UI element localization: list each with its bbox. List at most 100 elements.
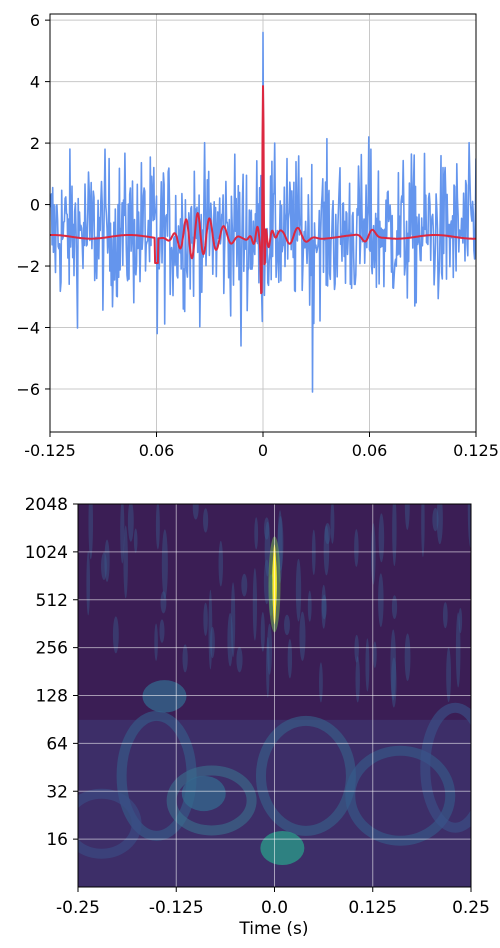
spectrogram-hotspot — [142, 680, 187, 713]
spectrogram-streak — [436, 504, 443, 545]
spectrogram-y-tick-label: 64 — [46, 734, 68, 754]
spectrogram-streak — [299, 611, 306, 661]
spectrogram-streak — [442, 602, 448, 629]
spectrogram-arc — [78, 788, 142, 859]
spectrogram-streak — [127, 504, 134, 542]
spectrogram-streak — [421, 504, 425, 558]
spectrogram-x-tick-label: -0.25 — [56, 898, 100, 918]
spectrogram-hotspot — [181, 775, 226, 812]
spectrogram-y-tick-label: 1024 — [25, 543, 68, 563]
strain-y-tick-label: 0 — [30, 196, 40, 215]
strain-x-tick-label: 0.125 — [453, 441, 499, 460]
spectrogram-streak — [203, 508, 209, 533]
spectrogram-x-axis: -0.25 -0.125 0.0 0.125 0.25 — [56, 887, 490, 918]
strain-chart: 6 4 2 0 −2 −4 −6 -0.125 0.06 0 0.06 0.125 — [16, 11, 499, 460]
spectrogram-streak — [371, 523, 376, 585]
spectrogram-streak — [208, 589, 213, 670]
strain-y-tick-label: −6 — [16, 380, 40, 399]
spectrogram-x-label: Time (s) — [238, 919, 308, 939]
spectrogram-y-tick-label: 32 — [46, 782, 68, 802]
spectrogram-streak — [373, 641, 377, 668]
spectrogram-arc — [420, 702, 471, 833]
spectrogram-streak — [391, 595, 398, 620]
spectrogram-streak — [112, 616, 119, 654]
spectrogram-streak — [155, 504, 160, 550]
spectrogram-streak — [192, 504, 199, 520]
spectrogram-streak — [236, 646, 243, 673]
spectrogram-streak — [467, 504, 471, 548]
spectrogram-streak — [101, 552, 107, 581]
spectrogram-streak — [123, 525, 128, 599]
spectrogram-streak — [241, 573, 248, 597]
spectrogram-x-tick-label: -0.125 — [149, 898, 204, 918]
spectrogram-streak — [104, 539, 110, 582]
spectrogram-arc — [345, 745, 456, 846]
spectrogram-y-tick-label: 16 — [46, 830, 68, 850]
spectrogram-y-tick-label: 512 — [36, 591, 68, 611]
spectrogram-chart: 2048 1024 512 256 128 64 32 16 -0.25 -0.125 0.0 0.… — [25, 495, 490, 939]
spectrogram-streak — [263, 559, 270, 605]
spectrogram-hotspot — [260, 830, 305, 866]
spectrogram-streak — [161, 529, 168, 599]
strain-x-tick-label: 0.06 — [139, 441, 175, 460]
strain-series-noisy — [50, 31, 476, 393]
strain-y-tick-label: −4 — [16, 319, 40, 338]
spectrogram-y-tick-label: 128 — [36, 687, 68, 707]
strain-y-tick-label: −2 — [16, 257, 40, 276]
spectrogram-streak — [120, 504, 125, 564]
spectrogram-streak — [458, 607, 463, 634]
spectrogram-streak — [307, 590, 312, 622]
spectrogram-streak — [88, 504, 94, 560]
spectrogram-streak — [218, 540, 224, 587]
spectrogram-streak — [446, 647, 452, 703]
spectrogram-streak — [354, 529, 359, 567]
spectrogram-streak — [330, 504, 335, 544]
spectrogram-streak — [227, 613, 233, 667]
spectrogram-grid — [78, 504, 471, 887]
spectrogram-streak — [392, 504, 397, 567]
spectrogram-streak — [266, 636, 270, 698]
spectrogram-streak — [277, 516, 284, 571]
strain-x-tick-label: 0.06 — [352, 441, 388, 460]
spectrogram-streak — [267, 623, 273, 675]
spectrogram-streak — [133, 528, 138, 553]
strain-y-tick-label: 4 — [30, 73, 40, 92]
spectrogram-streak — [404, 633, 411, 681]
spectrogram-streak — [160, 591, 167, 614]
spectrogram-streak — [284, 614, 290, 636]
spectrogram-streak — [268, 574, 274, 616]
spectrogram-streak — [264, 521, 271, 577]
spectrogram-x-tick-label: 0.25 — [452, 898, 490, 918]
spectrogram-y-tick-label: 256 — [36, 639, 68, 659]
spectrogram-streak — [263, 517, 270, 540]
spectrogram-streak — [287, 638, 293, 679]
spectrogram-streak — [154, 623, 158, 661]
strain-y-axis: 6 4 2 0 −2 −4 −6 — [16, 11, 50, 399]
spectrogram-streak — [404, 504, 410, 530]
spectrogram-streak — [182, 644, 188, 673]
spectrogram-streak — [324, 523, 331, 545]
spectrogram-streak — [355, 656, 360, 703]
spectrogram-streak — [455, 612, 461, 688]
spectrogram-streak — [203, 602, 208, 636]
spectrogram-y-tick-label: 2048 — [25, 495, 68, 515]
spectrogram-x-tick-label: 0.125 — [348, 898, 397, 918]
spectrogram-streak — [295, 558, 302, 622]
strain-series-waveform — [50, 85, 476, 295]
spectrogram-streak — [319, 662, 323, 703]
spectrogram-y-axis: 2048 1024 512 256 128 64 32 16 — [25, 495, 78, 850]
spectrogram-streak — [321, 594, 327, 620]
strain-y-tick-label: 6 — [30, 11, 40, 30]
spectrogram-streak — [354, 634, 359, 663]
spectrogram-streak — [432, 507, 439, 532]
spectrogram-streak — [277, 510, 283, 584]
spectrogram-arc — [166, 765, 257, 836]
spectrogram-streak — [254, 517, 259, 550]
spectrogram-streak — [321, 584, 327, 629]
spectrogram-streak — [210, 626, 215, 659]
strain-x-tick-label: -0.125 — [24, 441, 76, 460]
spectrogram-streak — [252, 568, 258, 641]
spectrogram-streak — [378, 513, 385, 563]
spectrogram-streak — [365, 638, 370, 692]
